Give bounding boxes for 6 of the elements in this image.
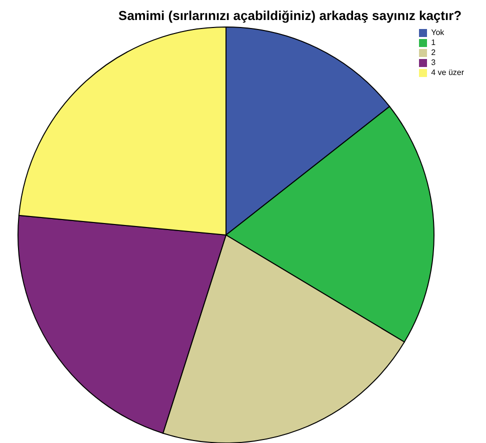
legend-label: 4 ve üzer	[431, 68, 464, 77]
legend-label: Yok	[431, 28, 444, 37]
chart-title: Samimi (sırlarınızı açabildiğiniz) arkadaş sayınız kaçtır?	[117, 8, 463, 23]
legend-label: 1	[431, 38, 436, 47]
legend-label: 2	[431, 48, 436, 57]
legend-label: 3	[431, 58, 436, 67]
